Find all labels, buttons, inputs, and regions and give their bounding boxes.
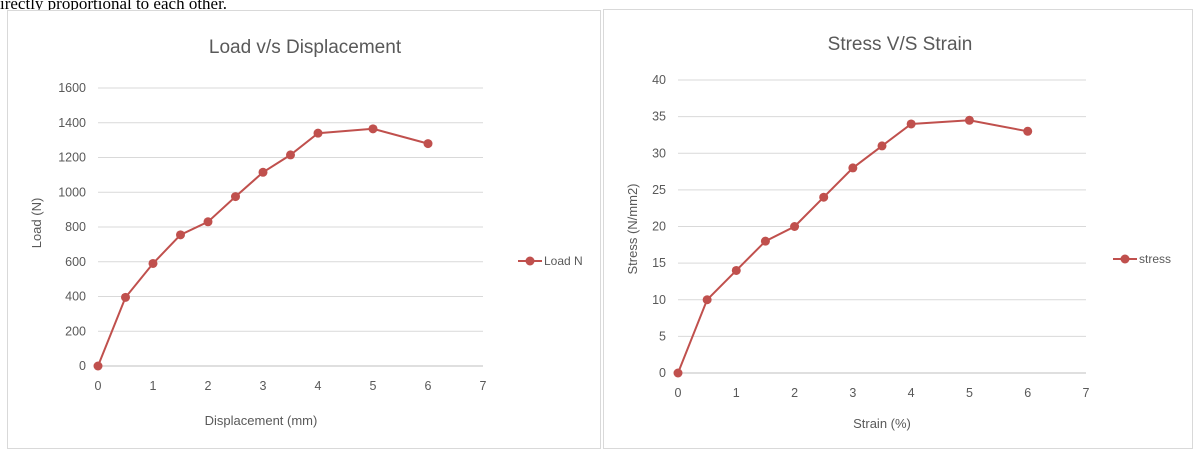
x-tick-label: 1 [150, 379, 157, 393]
x-tick-label: 1 [733, 386, 740, 400]
tick-labels: 0 5 10 15 20 25 30 35 40 0 1 2 3 4 5 6 7 [652, 73, 1089, 400]
y-tick-label: 1200 [58, 151, 86, 165]
y-tick-label: 1400 [58, 116, 86, 130]
legend-label: stress [1139, 252, 1171, 266]
load-displacement-chart: Load v/s Displacement 0 200 400 600 800 1000 1… [29, 37, 583, 428]
load-displacement-chart-panel: Load v/s Displacement 0 200 400 600 800 1000 1… [7, 10, 601, 449]
data-point [819, 192, 829, 202]
legend: Load N [518, 254, 583, 268]
data-point [423, 139, 433, 149]
data-point [148, 258, 158, 268]
stress-strain-chart: Stress V/S Strain 0 5 10 15 20 25 30 35 40 0 1 2 3 4 5… [625, 34, 1171, 431]
x-tick-label: 0 [95, 379, 102, 393]
gridlines [98, 87, 483, 367]
y-tick-label: 600 [65, 255, 86, 269]
x-tick-label: 0 [675, 386, 682, 400]
x-axis-title: Strain (%) [853, 416, 911, 431]
gridlines [678, 79, 1086, 374]
y-tick-label: 40 [652, 73, 666, 87]
x-tick-label: 4 [315, 379, 322, 393]
x-tick-label: 4 [908, 386, 915, 400]
data-marks [673, 115, 1033, 378]
data-point [1023, 126, 1033, 136]
data-point [760, 236, 770, 246]
y-tick-label: 1000 [58, 185, 86, 199]
series-line [677, 119, 1028, 374]
data-point [231, 192, 240, 202]
x-tick-label: 5 [370, 379, 377, 393]
x-tick-label: 7 [480, 379, 487, 393]
data-point [286, 150, 295, 160]
data-point [731, 265, 741, 275]
y-tick-label: 30 [652, 146, 666, 160]
legend: stress [1113, 252, 1171, 266]
data-point [964, 115, 974, 125]
chart-title: Load v/s Displacement [209, 37, 402, 58]
data-marks [93, 124, 433, 371]
y-tick-label: 1600 [58, 81, 86, 95]
series-line [97, 127, 429, 367]
data-point [848, 163, 858, 173]
x-tick-label: 7 [1083, 386, 1090, 400]
x-tick-label: 6 [425, 379, 432, 393]
y-tick-label: 5 [659, 329, 666, 343]
y-axis-title: Stress (N/mm2) [625, 184, 640, 275]
x-tick-label: 2 [205, 379, 212, 393]
y-tick-label: 20 [652, 220, 666, 234]
x-tick-label: 5 [966, 386, 973, 400]
data-point [93, 361, 103, 371]
data-point [906, 119, 916, 129]
data-point [313, 128, 323, 138]
x-tick-label: 2 [791, 386, 798, 400]
stress-strain-chart-panel: Stress V/S Strain 0 5 10 15 20 25 30 35 40 0 1 2 3 4 5… [603, 9, 1193, 449]
y-tick-label: 15 [652, 256, 666, 270]
y-tick-label: 25 [652, 183, 666, 197]
legend-marker [525, 256, 535, 266]
data-point [702, 295, 712, 305]
y-tick-label: 10 [652, 293, 666, 307]
data-point [258, 167, 268, 177]
data-point [673, 368, 683, 378]
legend-marker [1120, 254, 1130, 264]
x-tick-label: 3 [849, 386, 856, 400]
data-point [877, 141, 887, 151]
data-point [203, 217, 213, 227]
data-point [121, 292, 130, 302]
y-axis-title: Load (N) [29, 198, 44, 249]
chart-title: Stress V/S Strain [828, 34, 973, 55]
tick-labels: 0 200 400 600 800 1000 1200 1400 1600 0 1 2 3 4 5 6 7 [58, 81, 486, 393]
data-point [790, 222, 800, 231]
document-text-fragment: irectly proportional to each other. [0, 0, 228, 13]
y-tick-label: 0 [79, 359, 86, 373]
y-tick-label: 0 [659, 366, 666, 380]
y-tick-label: 200 [65, 324, 86, 338]
data-point [368, 124, 378, 134]
y-tick-label: 35 [652, 110, 666, 124]
data-point [176, 230, 185, 240]
x-tick-label: 6 [1024, 386, 1031, 400]
legend-label: Load N [544, 254, 583, 268]
x-tick-label: 3 [260, 379, 267, 393]
y-tick-label: 800 [65, 220, 86, 234]
x-axis-title: Displacement (mm) [205, 413, 318, 428]
y-tick-label: 400 [65, 290, 86, 304]
